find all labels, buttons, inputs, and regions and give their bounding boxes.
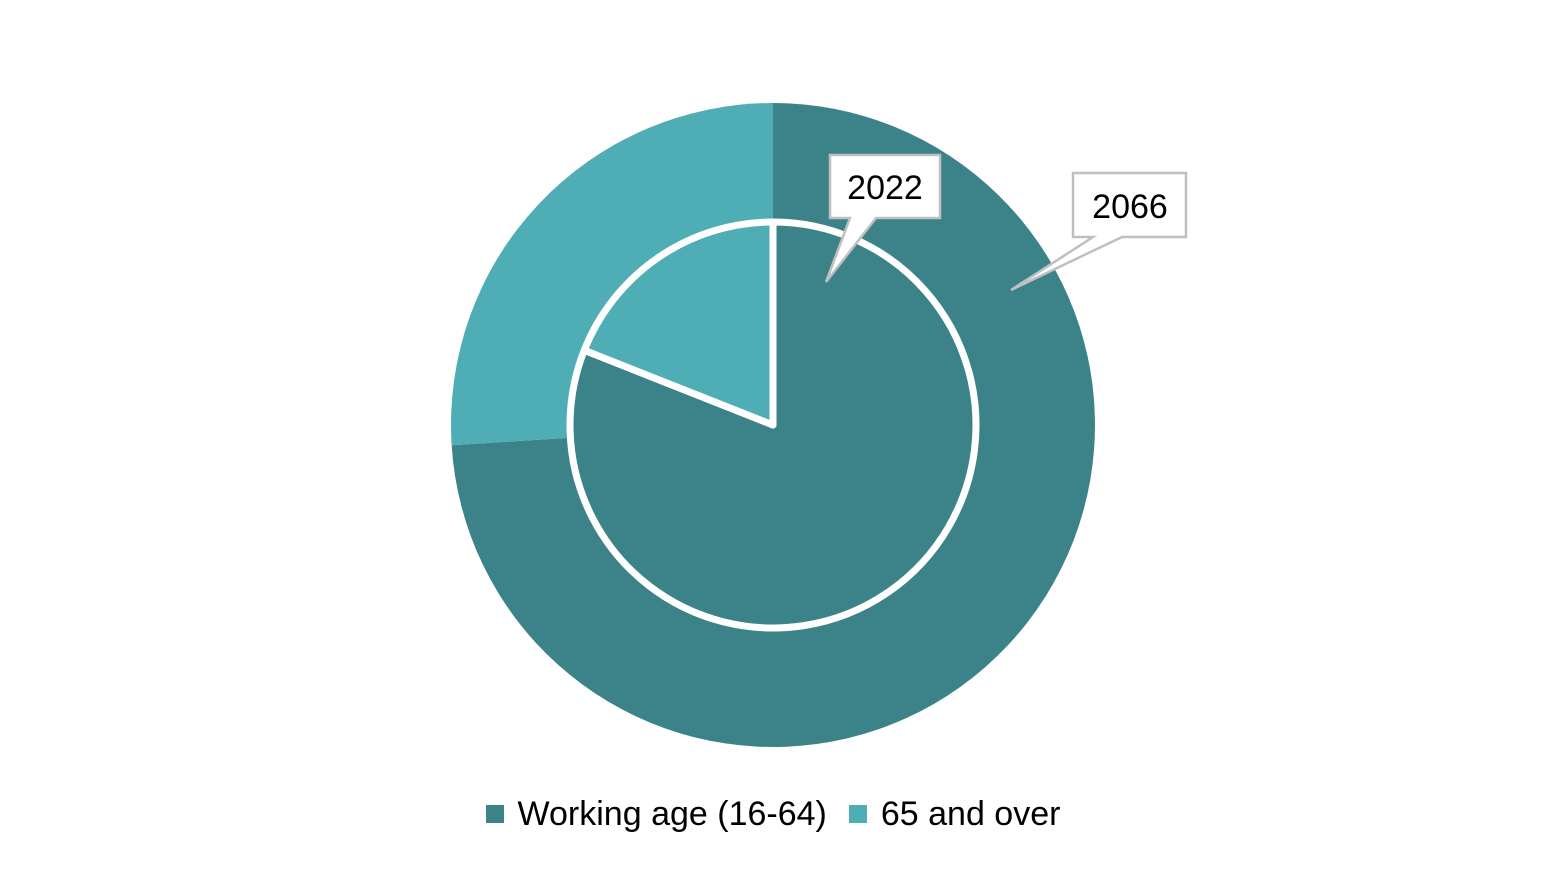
legend-item-working-age: Working age (16-64) <box>485 794 827 834</box>
callout-2066-box <box>1010 171 1188 292</box>
callout-2066: 2066 <box>1010 171 1188 292</box>
chart-canvas: 2022 2066 <box>451 103 1188 747</box>
legend-swatch-65-and-over <box>848 805 867 823</box>
callout-2022-box <box>824 153 942 283</box>
legend: Working age (16-64) 65 and over <box>0 790 1546 838</box>
callout-2066-label: 2066 <box>1092 188 1168 226</box>
legend-label-working-age: Working age (16-64) <box>517 794 827 833</box>
inner-slice-65-and-over <box>580 218 777 429</box>
callout-2022: 2022 <box>824 153 942 283</box>
callout-2022-label: 2022 <box>847 169 923 207</box>
legend-item-65-and-over: 65 and over <box>848 794 1061 834</box>
inner-pie-2022 <box>566 218 980 632</box>
legend-label-65-and-over: 65 and over <box>880 794 1061 833</box>
legend-swatch-working-age <box>485 805 504 823</box>
